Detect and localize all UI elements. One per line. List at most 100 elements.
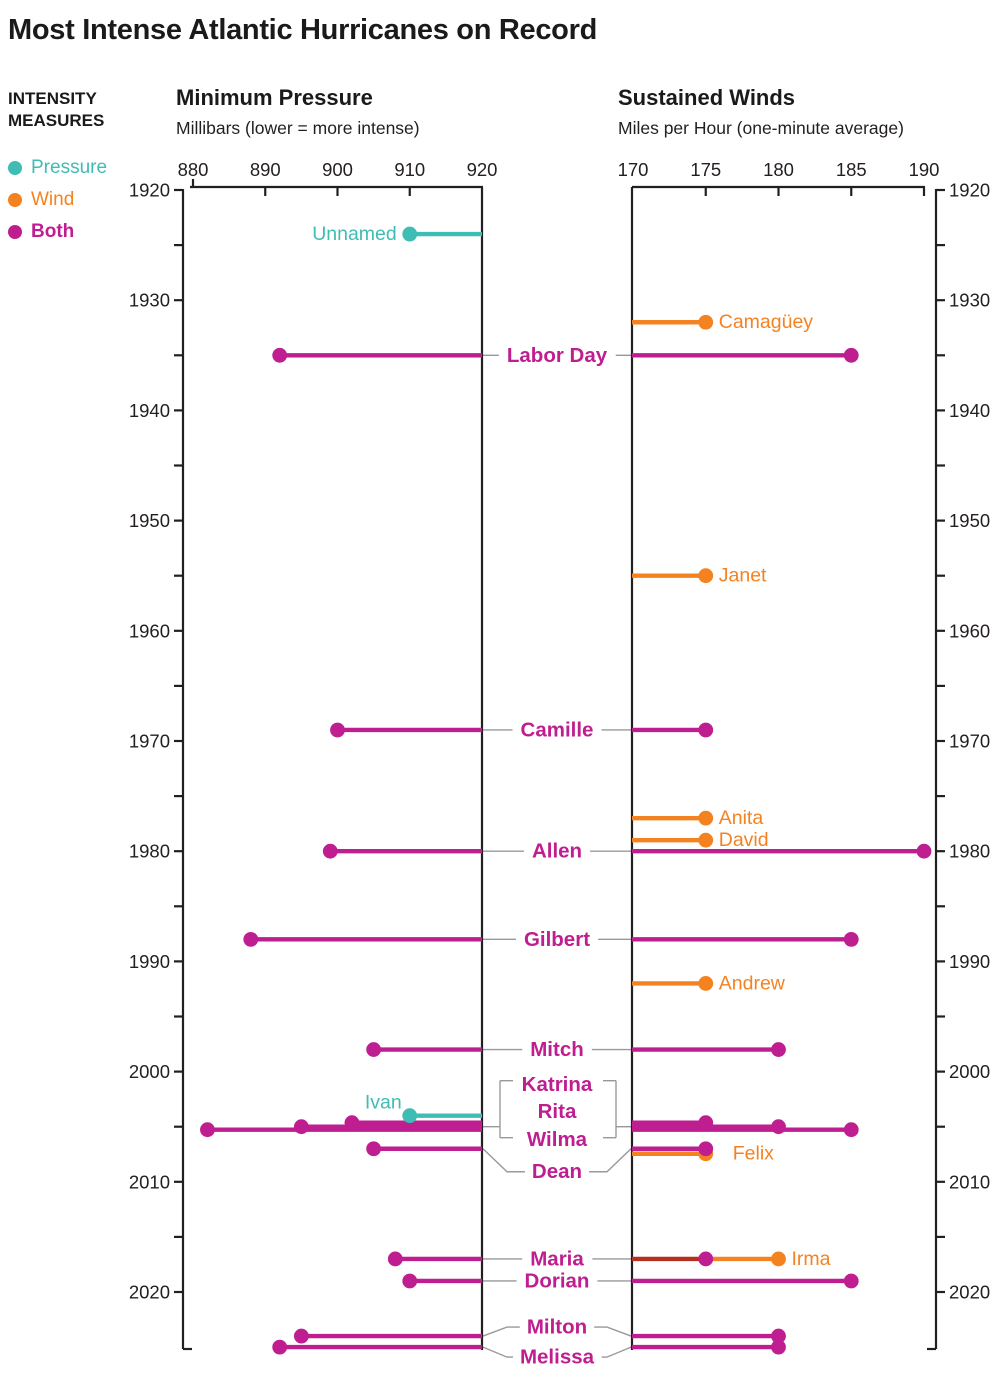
pressure-tick-label: 890 — [250, 159, 281, 180]
year-label-right: 1950 — [949, 510, 990, 531]
year-label-right: 1990 — [949, 951, 990, 972]
pressure-panel-subtitle: Millibars (lower = more intense) — [176, 118, 420, 138]
axes: 1920 1930 1940 1950 1960 1970 1980 1990 2000 2010… — [129, 159, 990, 1351]
Melissa-pressure-dot — [272, 1339, 288, 1355]
Dean-wind-dot — [698, 1141, 714, 1157]
year-label-left: 1950 — [129, 510, 170, 531]
Melissa-wind-dot — [771, 1339, 786, 1355]
Camagüey-label: Camagüey — [719, 311, 814, 333]
Melissa-label: Melissa — [520, 1346, 595, 1369]
Melissa-connector-left — [482, 1346, 513, 1358]
Anita-label: Anita — [719, 807, 764, 829]
year-label-right: 1920 — [949, 180, 990, 201]
Milton-label: Milton — [527, 1316, 587, 1339]
Ivan-label: Ivan — [365, 1092, 402, 1114]
Unnamed-label: Unnamed — [312, 223, 397, 245]
Milton-pressure-dot — [293, 1328, 309, 1344]
year-label-left: 1980 — [129, 841, 170, 862]
Rita-pressure-dot — [293, 1119, 309, 1135]
page-title: Most Intense Atlantic Hurricanes on Reco… — [8, 14, 597, 46]
Katrina-label: Katrina — [522, 1073, 593, 1096]
Gilbert-wind-dot — [843, 931, 859, 947]
year-label-left: 1940 — [129, 400, 170, 421]
Janet-wind-dot — [698, 568, 714, 584]
pressure-tick-label: 910 — [394, 159, 425, 180]
Dean-pressure-dot — [366, 1141, 382, 1157]
wind-tick-label: 185 — [836, 159, 867, 180]
Irma-wind-dot — [771, 1251, 786, 1267]
Mitch-label: Mitch — [530, 1038, 584, 1061]
annotation-connectors — [482, 354, 632, 1358]
Dorian-label: Dorian — [525, 1269, 590, 1292]
Andrew-label: Andrew — [719, 972, 786, 994]
wind-panel-header: Sustained Winds Miles per Hour (one-minu… — [618, 85, 904, 139]
pressure-panel-header: Minimum Pressure Millibars (lower = more… — [176, 86, 420, 139]
Allen-label: Allen — [532, 840, 582, 863]
Katrina-wind-dot — [698, 1115, 714, 1131]
legend-heading-line2: MEASURES — [8, 111, 105, 130]
wind-tick-label: 175 — [690, 159, 721, 180]
Gilbert-label: Gilbert — [524, 928, 590, 951]
David-label: David — [719, 829, 769, 851]
Dorian-pressure-dot — [402, 1273, 418, 1289]
Ivan-pressure-dot — [402, 1108, 418, 1124]
David-wind-dot — [698, 832, 714, 848]
year-label-left: 1920 — [129, 180, 170, 201]
wind-panel-subtitle: Miles per Hour (one-minute average) — [618, 118, 904, 138]
Camille-wind-dot — [698, 722, 714, 738]
year-label-left: 2000 — [129, 1061, 170, 1082]
wind-dot-icon — [8, 193, 22, 207]
Janet-label: Janet — [719, 565, 767, 587]
Labor Day-wind-dot — [843, 347, 859, 363]
wind-tick-label: 180 — [763, 159, 794, 180]
Irma-label: Irma — [792, 1248, 831, 1270]
year-label-left: 1960 — [129, 620, 170, 641]
pressure-tick-label: 920 — [467, 159, 498, 180]
legend-item-pressure: Pressure — [8, 158, 107, 178]
Gilbert-pressure-dot — [243, 931, 259, 947]
data-lines — [207, 231, 924, 1350]
Labor Day-label: Labor Day — [507, 344, 608, 367]
Camagüey-wind-dot — [698, 314, 714, 330]
year-label-right: 1930 — [949, 290, 990, 311]
wind-tick-label: 170 — [618, 159, 649, 180]
legend-item-wind: Wind — [8, 190, 74, 210]
Allen-wind-dot — [916, 843, 932, 859]
Wilma-label: Wilma — [527, 1128, 588, 1151]
pressure-tick-label: 900 — [322, 159, 353, 180]
legend: INTENSITY MEASURES Pressure Wind Both — [8, 88, 168, 242]
Rita-wind-dot — [771, 1119, 786, 1135]
year-label-right: 1980 — [949, 841, 990, 862]
Rita-label: Rita — [538, 1100, 577, 1123]
Unnamed-pressure-dot — [402, 226, 418, 242]
Camille-label: Camille — [521, 718, 594, 741]
Dean-connector-left — [482, 1148, 525, 1173]
year-label-right: 2020 — [949, 1282, 990, 1303]
Dorian-wind-dot — [843, 1273, 859, 1289]
Andrew-wind-dot — [698, 976, 714, 991]
year-label-right: 1970 — [949, 731, 990, 752]
wind-panel-title: Sustained Winds — [618, 85, 796, 110]
Maria-pressure-dot — [387, 1251, 403, 1267]
data-labels: Unnamed Camagüey Labor Day Janet Camille Anit… — [312, 223, 830, 1369]
Maria-label: Maria — [530, 1247, 584, 1270]
Mitch-wind-dot — [771, 1042, 786, 1057]
Milton-connector-right — [594, 1326, 632, 1337]
legend-label-pressure: Pressure — [31, 157, 108, 178]
Allen-pressure-dot — [322, 843, 338, 859]
pressure-tick-label: 880 — [178, 159, 209, 180]
year-label-right: 1960 — [949, 620, 990, 641]
Labor Day-pressure-dot — [272, 347, 288, 363]
legend-heading-line1: INTENSITY — [8, 89, 97, 108]
pressure-dot-icon — [8, 161, 22, 175]
year-label-right: 2000 — [949, 1061, 990, 1082]
Milton-wind-dot — [771, 1328, 786, 1344]
legend-label-wind: Wind — [31, 189, 75, 210]
Melissa-connector-right — [601, 1346, 632, 1358]
data-dots — [200, 226, 932, 1355]
year-label-left: 2010 — [129, 1171, 170, 1192]
wind-tick-label: 190 — [909, 159, 940, 180]
Maria-wind-dot — [698, 1251, 714, 1267]
